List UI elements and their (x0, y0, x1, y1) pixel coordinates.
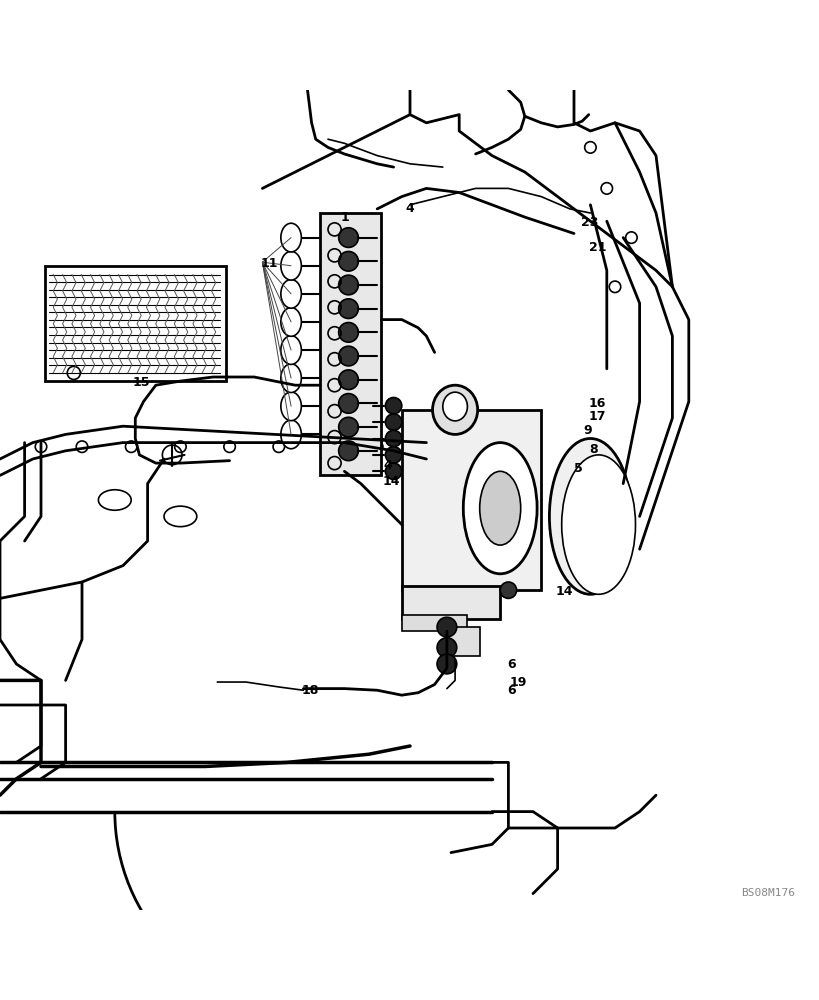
Circle shape (385, 414, 401, 430)
Text: 11: 11 (260, 257, 278, 270)
Ellipse shape (463, 443, 536, 574)
Text: 15: 15 (133, 376, 150, 389)
Text: 4: 4 (405, 202, 414, 215)
Text: 9: 9 (583, 424, 592, 437)
Circle shape (338, 323, 358, 342)
Text: BS08M176: BS08M176 (740, 888, 794, 898)
Circle shape (338, 275, 358, 295)
Text: 16: 16 (588, 397, 605, 410)
Ellipse shape (280, 279, 301, 308)
Circle shape (338, 417, 358, 437)
Circle shape (385, 463, 401, 480)
Ellipse shape (280, 336, 301, 364)
Bar (401, 410, 541, 590)
Text: 6: 6 (506, 658, 515, 670)
Circle shape (338, 394, 358, 413)
Ellipse shape (280, 223, 301, 252)
Ellipse shape (280, 392, 301, 421)
Ellipse shape (442, 392, 467, 421)
Bar (446, 627, 479, 656)
Circle shape (500, 582, 516, 598)
Circle shape (338, 299, 358, 319)
Circle shape (437, 654, 456, 674)
Circle shape (385, 430, 401, 447)
Bar (401, 615, 467, 631)
Circle shape (385, 447, 401, 463)
Text: 4: 4 (382, 459, 391, 472)
Circle shape (338, 228, 358, 247)
Ellipse shape (432, 385, 477, 434)
Bar (401, 586, 500, 619)
Text: 14: 14 (382, 475, 400, 488)
Text: 19: 19 (509, 676, 527, 689)
Text: 14: 14 (555, 585, 572, 598)
Ellipse shape (280, 308, 301, 336)
Ellipse shape (280, 364, 301, 393)
Ellipse shape (280, 420, 301, 449)
Text: 23: 23 (580, 216, 597, 229)
Text: 18: 18 (301, 684, 319, 697)
Text: 17: 17 (588, 410, 605, 423)
Bar (45, 266, 225, 381)
Circle shape (385, 397, 401, 414)
Text: 6: 6 (506, 684, 515, 697)
Ellipse shape (549, 439, 631, 594)
Circle shape (338, 346, 358, 366)
Circle shape (338, 441, 358, 461)
Circle shape (437, 638, 456, 657)
Text: 1: 1 (340, 211, 349, 224)
Text: 21: 21 (588, 241, 605, 254)
Circle shape (338, 251, 358, 271)
Ellipse shape (479, 471, 520, 545)
Ellipse shape (561, 455, 635, 594)
Ellipse shape (280, 251, 301, 280)
Bar (319, 213, 381, 475)
Text: 5: 5 (573, 462, 582, 475)
Text: 8: 8 (588, 443, 597, 456)
Circle shape (437, 617, 456, 637)
Circle shape (338, 370, 358, 390)
